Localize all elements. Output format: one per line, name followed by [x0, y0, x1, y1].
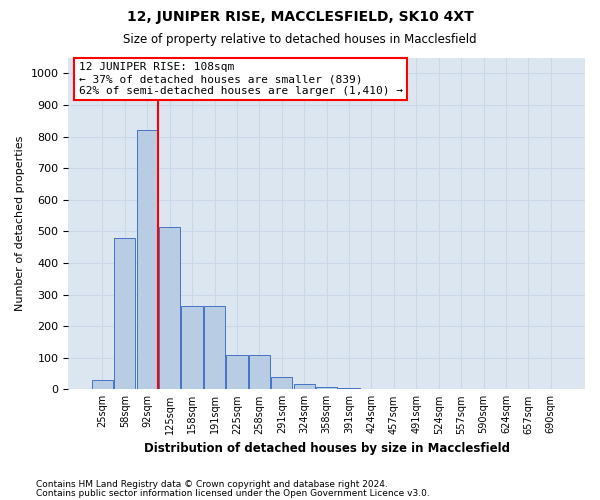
Bar [137, 130, 158, 390]
Bar [338, 388, 360, 390]
Bar [204, 306, 225, 390]
Text: 12, JUNIPER RISE, MACCLESFIELD, SK10 4XT: 12, JUNIPER RISE, MACCLESFIELD, SK10 4XT [127, 10, 473, 24]
Text: 12 JUNIPER RISE: 108sqm
← 37% of detached houses are smaller (839)
62% of semi-d: 12 JUNIPER RISE: 108sqm ← 37% of detache… [79, 62, 403, 96]
X-axis label: Distribution of detached houses by size in Macclesfield: Distribution of detached houses by size … [143, 442, 509, 455]
Text: Contains HM Land Registry data © Crown copyright and database right 2024.: Contains HM Land Registry data © Crown c… [36, 480, 388, 489]
Bar [92, 380, 113, 390]
Bar [181, 306, 203, 390]
Bar [249, 354, 270, 390]
Text: Size of property relative to detached houses in Macclesfield: Size of property relative to detached ho… [123, 32, 477, 46]
Y-axis label: Number of detached properties: Number of detached properties [15, 136, 25, 311]
Bar [271, 378, 292, 390]
Text: Contains public sector information licensed under the Open Government Licence v3: Contains public sector information licen… [36, 489, 430, 498]
Bar [114, 238, 136, 390]
Bar [226, 354, 248, 390]
Bar [293, 384, 315, 390]
Bar [316, 387, 337, 390]
Bar [159, 226, 181, 390]
